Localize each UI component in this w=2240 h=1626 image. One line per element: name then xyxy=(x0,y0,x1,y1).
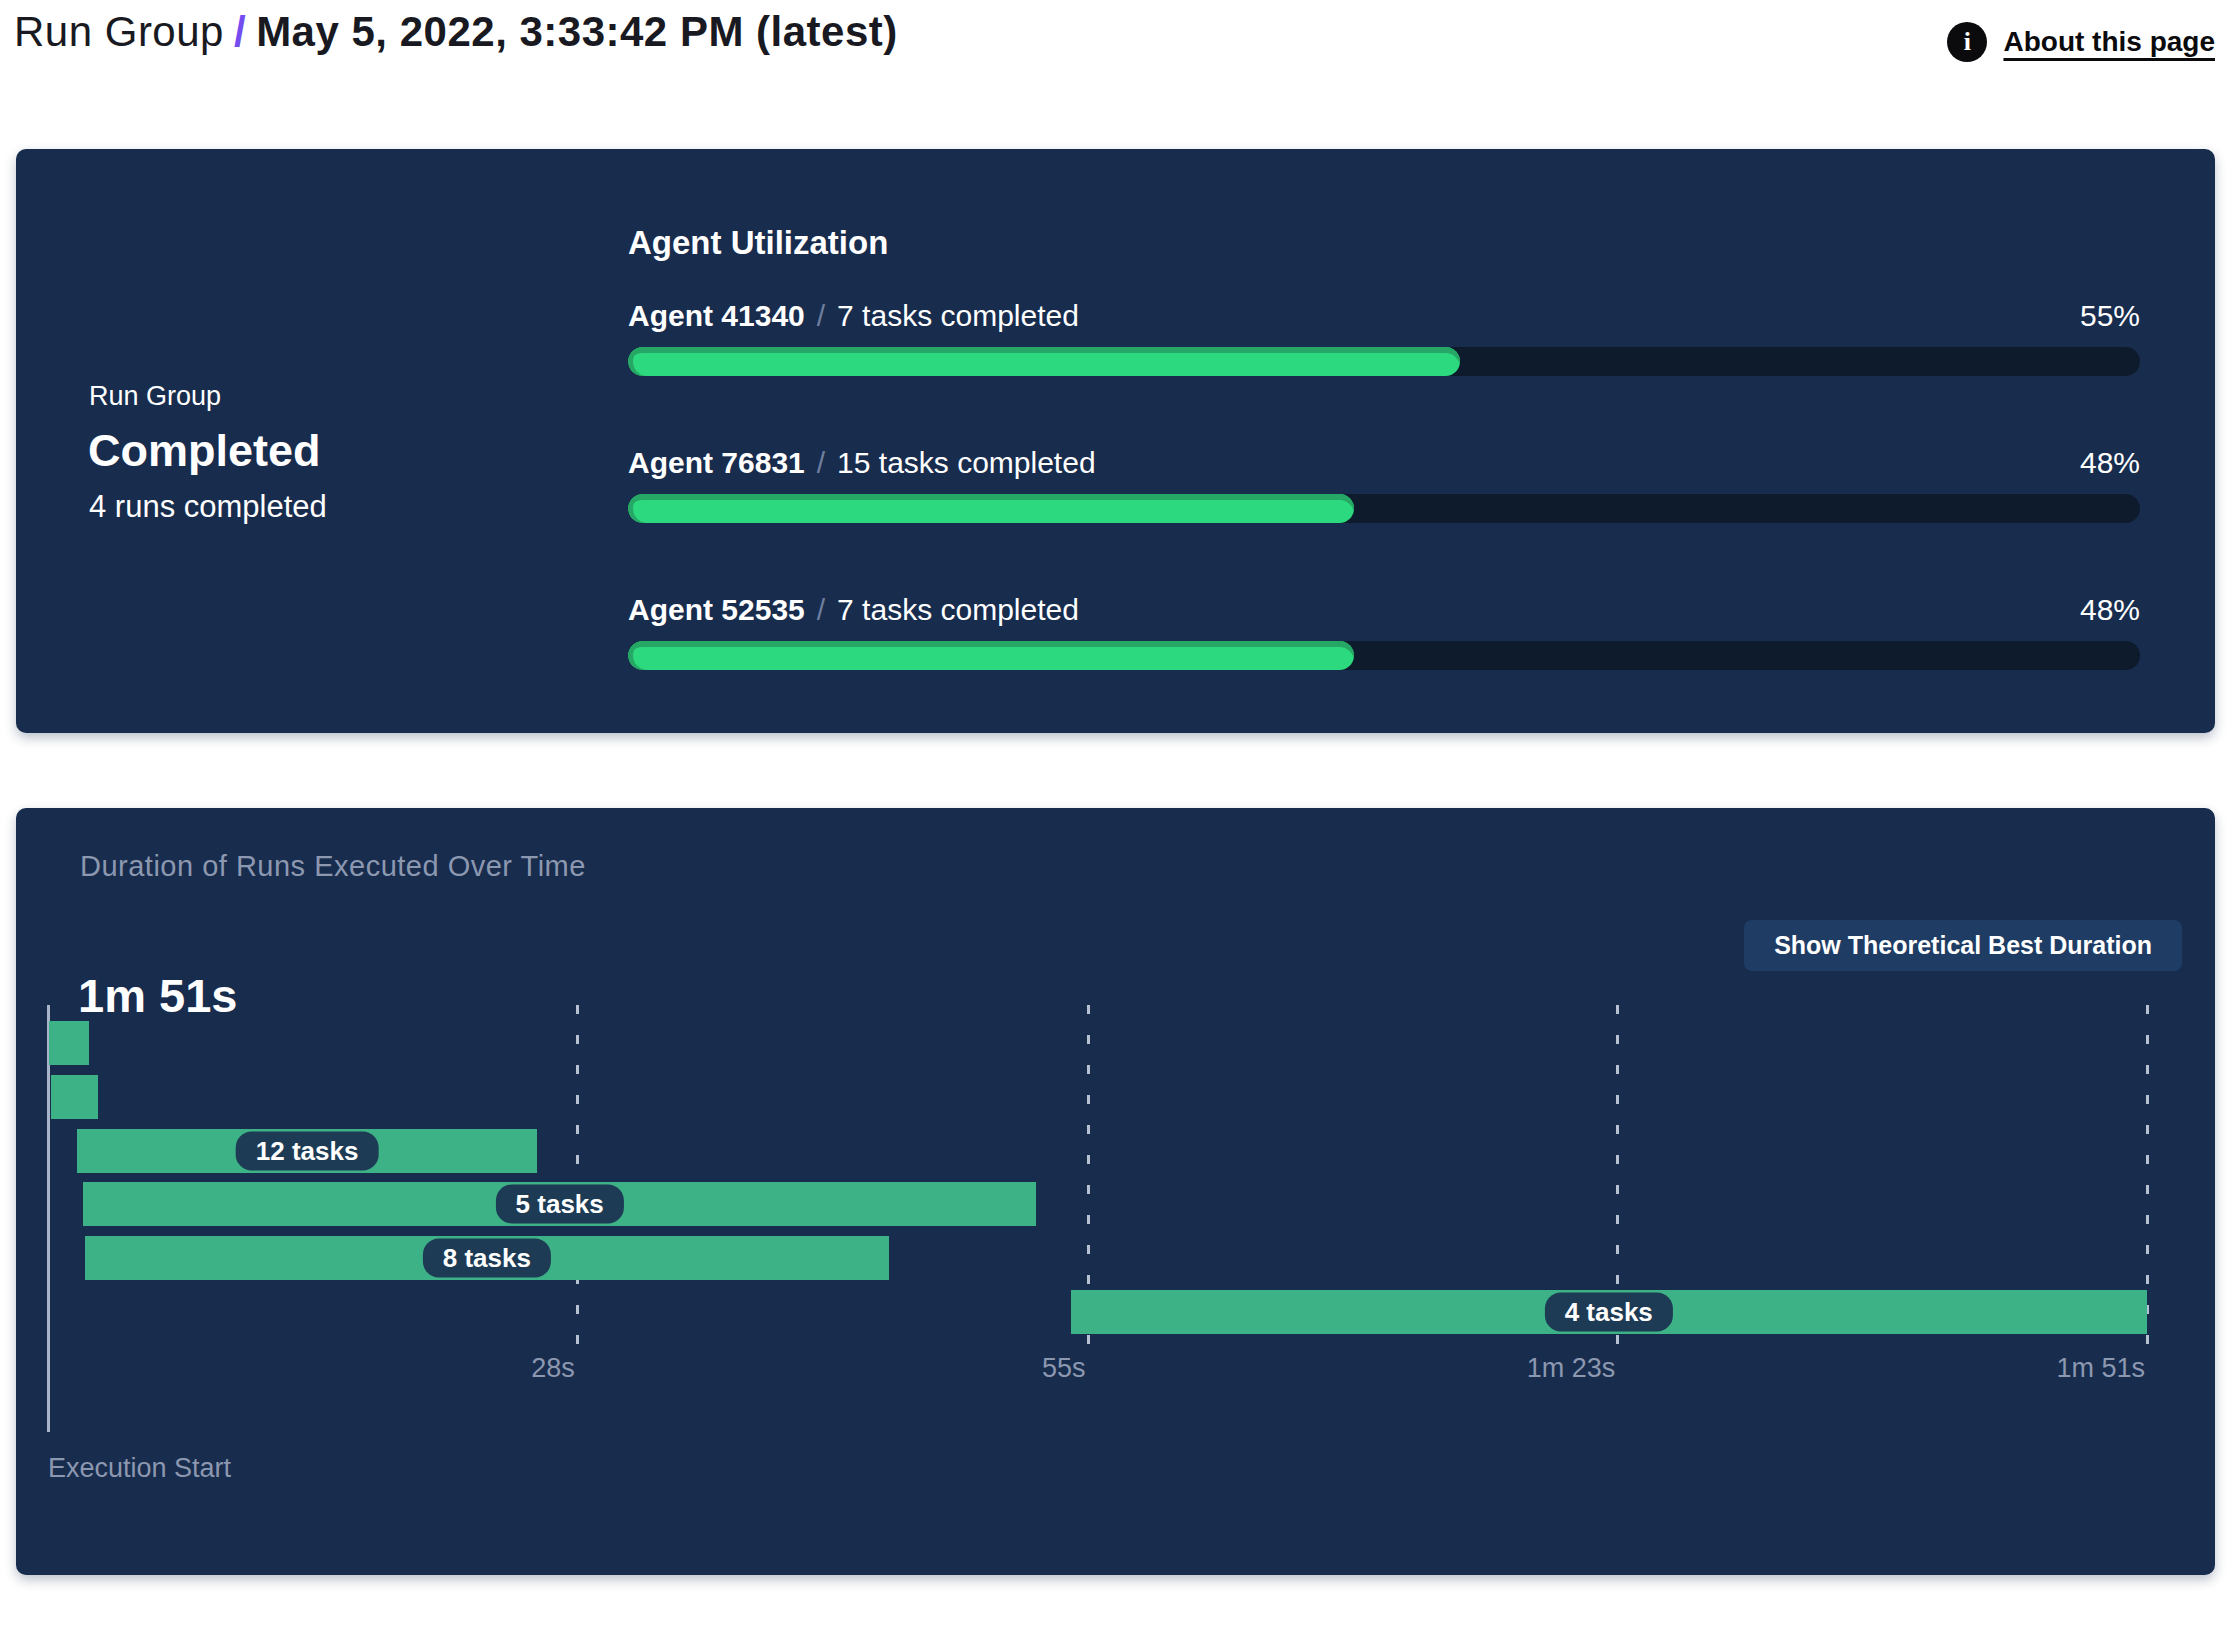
run-duration-bar[interactable]: 12 tasks xyxy=(77,1129,537,1173)
agent-name: Agent 76831 xyxy=(628,446,805,480)
time-tick-label: 1m 51s xyxy=(2056,1353,2147,1384)
utilization-progress-fill xyxy=(628,347,1460,376)
task-count-pill: 4 tasks xyxy=(1545,1293,1673,1332)
utilization-progress-track xyxy=(628,641,2140,670)
run-duration-bar[interactable] xyxy=(51,1075,98,1119)
show-theoretical-best-duration-button[interactable]: Show Theoretical Best Duration xyxy=(1744,920,2182,971)
run-duration-bar[interactable]: 4 tasks xyxy=(1071,1290,2147,1334)
agent-separator: / xyxy=(817,593,825,627)
utilization-progress-track xyxy=(628,494,2140,523)
duration-gantt-chart: 28s 55s 1m 23s 1m 51s 12 tasks 5 tasks 8 tasks… xyxy=(47,1005,2147,1432)
time-tick-label: 28s xyxy=(531,1353,577,1384)
run-duration-bar[interactable] xyxy=(49,1021,89,1065)
run-group-status: Completed xyxy=(88,425,321,477)
task-count-pill: 8 tasks xyxy=(423,1239,551,1278)
run-group-label: Run Group xyxy=(89,381,221,412)
run-group-summary-panel: Run Group Completed 4 runs completed Age… xyxy=(16,149,2215,733)
agent-separator: / xyxy=(817,299,825,333)
agent-tasks-completed: 7 tasks completed xyxy=(837,593,1079,627)
agent-utilization-row: Agent 41340 / 7 tasks completed 55% xyxy=(628,299,2140,376)
agent-name: Agent 41340 xyxy=(628,299,805,333)
agent-utilization-percent: 48% xyxy=(2080,593,2140,627)
agent-separator: / xyxy=(817,446,825,480)
runs-completed: 4 runs completed xyxy=(89,489,327,525)
about-link-label[interactable]: About this page xyxy=(2003,26,2215,58)
agent-utilization-percent: 48% xyxy=(2080,446,2140,480)
agent-utilization-title: Agent Utilization xyxy=(628,224,888,262)
agent-utilization-row: Agent 52535 / 7 tasks completed 48% xyxy=(628,593,2140,670)
time-tick-label: 1m 23s xyxy=(1527,1353,1618,1384)
agent-name: Agent 52535 xyxy=(628,593,805,627)
about-this-page-link[interactable]: i About this page xyxy=(1947,22,2215,62)
agent-utilization-percent: 55% xyxy=(2080,299,2140,333)
page-title: Run Group/May 5, 2022, 3:33:42 PM (lates… xyxy=(14,8,898,56)
agent-tasks-completed: 15 tasks completed xyxy=(837,446,1095,480)
task-count-pill: 12 tasks xyxy=(236,1131,379,1170)
info-icon[interactable]: i xyxy=(1947,22,1987,62)
agent-utilization-row: Agent 76831 / 15 tasks completed 48% xyxy=(628,446,2140,523)
execution-start-label: Execution Start xyxy=(48,1453,231,1484)
utilization-progress-track xyxy=(628,347,2140,376)
task-count-pill: 5 tasks xyxy=(496,1185,624,1224)
utilization-progress-fill xyxy=(628,641,1354,670)
time-gridline xyxy=(576,1005,579,1345)
breadcrumb-separator: / xyxy=(224,8,256,55)
run-group-date-title: May 5, 2022, 3:33:42 PM (latest) xyxy=(256,8,898,55)
execution-start-axis-line xyxy=(47,1005,50,1432)
utilization-progress-fill xyxy=(628,494,1354,523)
time-tick-label: 55s xyxy=(1042,1353,1088,1384)
run-duration-bar[interactable]: 8 tasks xyxy=(85,1236,889,1280)
run-duration-bar[interactable]: 5 tasks xyxy=(83,1182,1037,1226)
breadcrumb-run-group[interactable]: Run Group xyxy=(14,8,224,55)
duration-chart-panel: Duration of Runs Executed Over Time 1m 5… xyxy=(16,808,2215,1575)
agent-tasks-completed: 7 tasks completed xyxy=(837,299,1079,333)
duration-chart-title: Duration of Runs Executed Over Time xyxy=(80,850,586,883)
